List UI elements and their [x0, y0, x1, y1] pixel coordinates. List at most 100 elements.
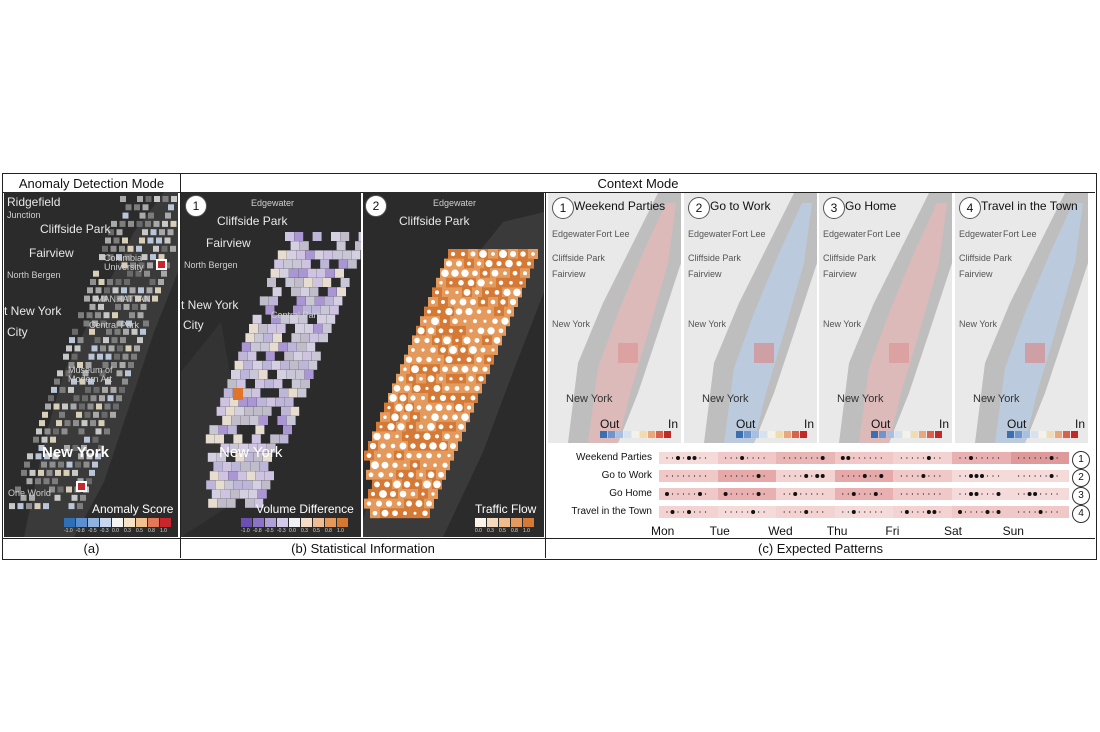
- legend-swatch: [800, 431, 807, 438]
- grid-cell: [122, 378, 128, 385]
- grid-cell: [79, 403, 85, 410]
- day-label: Wed: [768, 524, 793, 538]
- flow-dot: [476, 356, 482, 363]
- grid-cell: [68, 503, 75, 510]
- grid-cell: [135, 270, 142, 277]
- map-label: Fairview: [206, 236, 251, 250]
- context-map-3[interactable]: 3 Go Home Fort Lee Edgewater Cliffside Park F…: [819, 193, 952, 443]
- pattern-dot: [911, 511, 913, 513]
- pattern-row[interactable]: Travel in the Town 4: [552, 505, 1092, 523]
- flow-dot: [426, 452, 432, 459]
- flow-dot: [433, 480, 441, 489]
- grid-cell: [55, 469, 61, 476]
- flow-dot: [430, 395, 436, 401]
- flow-dot: [416, 356, 422, 363]
- grid-cell: [265, 351, 275, 361]
- grid-cell: [86, 312, 93, 319]
- flow-dot: [500, 299, 506, 305]
- grid-cell: [280, 360, 290, 370]
- grid-cell: [136, 245, 142, 252]
- traffic-flow-map[interactable]: 2 Edgewater Cliffside Park Traffic Flow …: [363, 192, 544, 537]
- pattern-dot: [858, 475, 860, 477]
- flow-dot: [452, 318, 458, 325]
- flow-dot: [446, 404, 452, 411]
- pattern-dot: [992, 493, 994, 495]
- pattern-dot: [880, 457, 882, 459]
- caption-divider: [3, 538, 1095, 539]
- grid-cell: [15, 486, 21, 493]
- grid-cell: [59, 386, 66, 393]
- pattern-row[interactable]: Weekend Parties 1: [552, 451, 1092, 469]
- pattern-dot: [692, 456, 697, 460]
- grid-cell: [86, 453, 93, 460]
- grid-cell: [215, 480, 225, 490]
- grid-cell: [287, 342, 297, 352]
- grid-cell: [327, 287, 337, 297]
- flow-dot: [455, 308, 463, 315]
- grid-cell: [298, 314, 308, 324]
- anomaly-map[interactable]: Ridgefield Cliffside Park Junction Fairv…: [4, 192, 178, 537]
- flow-dot: [381, 509, 389, 517]
- grid-cell: [227, 425, 237, 435]
- day-segment: [717, 506, 777, 518]
- flow-dot: [526, 261, 532, 266]
- context-map-2[interactable]: 2 Go to Work Fort Lee Edgewater Cliffside Pa…: [684, 193, 817, 443]
- flow-dot: [410, 395, 416, 401]
- legend-swatch: [871, 431, 878, 438]
- grid-cell: [82, 370, 89, 377]
- pattern-dot: [922, 493, 924, 495]
- grid-cell: [72, 328, 78, 335]
- flow-dot: [375, 500, 383, 507]
- pattern-row[interactable]: Go to Work 2: [552, 469, 1092, 487]
- flow-dot: [460, 251, 466, 257]
- legend-swatch: [1071, 431, 1078, 438]
- grid-cell: [124, 279, 130, 285]
- flow-dot: [503, 288, 511, 297]
- pattern-dot: [900, 511, 902, 513]
- grid-cell: [92, 436, 99, 443]
- day-label: Sat: [944, 524, 963, 538]
- hot-cell: [233, 388, 243, 400]
- pattern-row[interactable]: Go Home 3: [552, 487, 1092, 505]
- grid-cell: [56, 420, 62, 427]
- pattern-dot: [756, 492, 761, 496]
- flow-dot: [443, 319, 447, 324]
- grid-cell: [119, 220, 126, 227]
- flow-dot: [519, 281, 523, 285]
- grid-cell: [314, 250, 324, 260]
- grid-cell: [222, 462, 232, 471]
- context-map-1[interactable]: 1 Weekend Parties Fort Lee Edgewater Cliffsi…: [548, 193, 681, 443]
- caption-a: (a): [83, 541, 100, 556]
- grid-cell: [248, 489, 258, 499]
- flow-dot: [498, 328, 504, 334]
- flow-dot: [422, 366, 428, 372]
- grid-cell: [253, 406, 263, 416]
- pattern-dot: [794, 457, 796, 459]
- grid-cell: [289, 268, 298, 278]
- volume-difference-map[interactable]: 1 Edgewater Cliffside Park Fairview Nort…: [181, 192, 361, 537]
- grid-cell: [254, 498, 264, 508]
- anomaly-map-graphic: [9, 192, 178, 537]
- grid-cell: [247, 397, 257, 407]
- map-label: Fairview: [29, 246, 74, 260]
- pattern-dot: [1056, 475, 1058, 477]
- grid-cell: [165, 212, 171, 219]
- grid-cell: [284, 397, 294, 407]
- grid-cell: [276, 324, 286, 333]
- grid-cell: [291, 379, 301, 389]
- flow-dot: [512, 270, 518, 276]
- flow-dot: [403, 481, 411, 488]
- grid-cell: [57, 370, 63, 377]
- map-label: Edgewater: [433, 198, 477, 208]
- flow-dot: [377, 453, 381, 458]
- pattern-dot: [858, 493, 860, 495]
- grid-cell: [259, 462, 269, 471]
- legend-tick: 0.8: [325, 528, 332, 534]
- flow-dot: [368, 472, 374, 478]
- context-map-4[interactable]: 4 Travel in the Town Fort Lee Edgewater Clif…: [955, 193, 1088, 443]
- flow-dot: [425, 404, 433, 411]
- flow-dot: [373, 432, 381, 441]
- grid-cell: [110, 411, 116, 418]
- grid-cell: [114, 328, 121, 335]
- grid-cell: [150, 254, 156, 261]
